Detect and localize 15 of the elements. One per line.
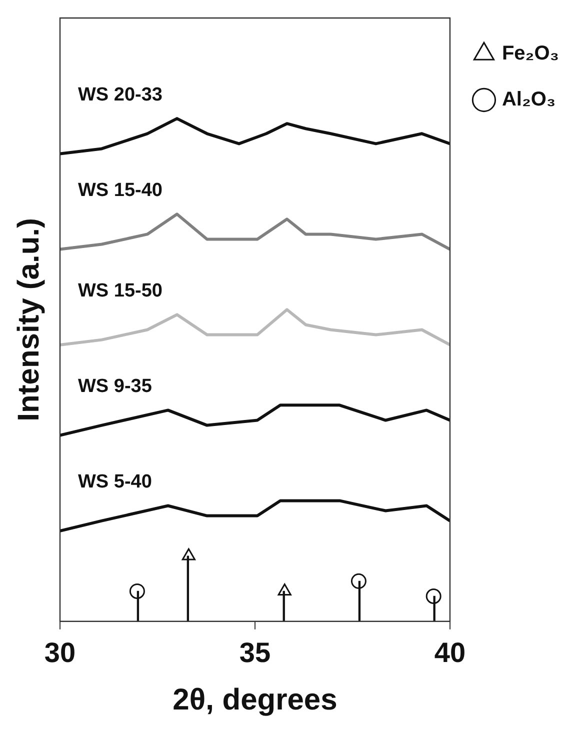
series-label: WS 15-40 [78,180,162,201]
y-axis-title: Intensity (a.u.) [12,218,46,422]
series-label: WS 5-40 [78,471,152,492]
point [129,583,145,599]
x-tick-label: 40 [434,636,466,668]
x-axis-title: 2θ, degrees [172,683,338,716]
point [350,573,366,589]
x-tick-label: 30 [44,636,76,668]
legend-label: Fe₂O₃ [502,42,559,65]
legend-label: Al₂O₃ [502,88,556,111]
series-label: WS 9-35 [78,376,152,397]
point [426,588,442,604]
x-tick-label: 35 [239,636,271,668]
series-label: WS 20-33 [78,84,162,106]
series-label: WS 15-50 [78,280,162,302]
